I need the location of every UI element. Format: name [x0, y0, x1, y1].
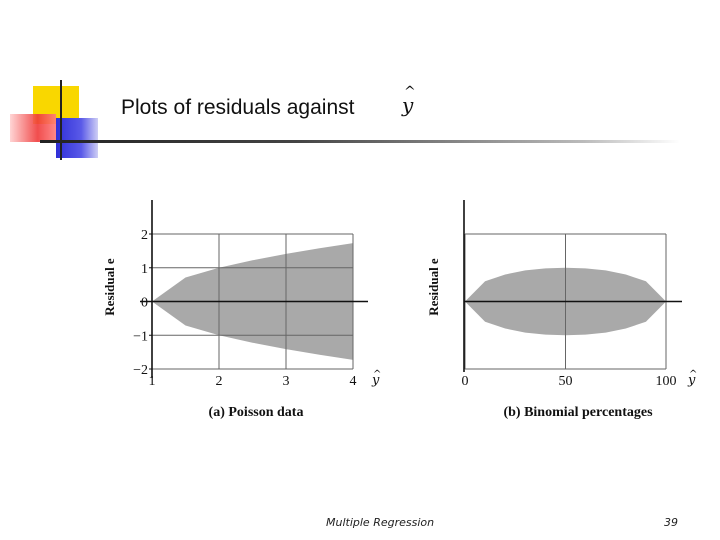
- panel-a-xtick-1: 1: [149, 374, 156, 389]
- deco-vertical-line: [60, 80, 62, 160]
- panel-a-ytick-2: 2: [141, 228, 148, 243]
- page-number: 39: [664, 516, 678, 529]
- panel-b-xtick-50: 50: [559, 374, 573, 389]
- panel-a-xlabel-hat: ^: [373, 369, 381, 380]
- panel-a-ytick-1: 1: [141, 262, 148, 277]
- panel-a-ytick--2: −2: [133, 363, 148, 378]
- slide-footer: Multiple Regression: [326, 516, 435, 529]
- panel-a-ytick-0: 0: [141, 296, 148, 311]
- panel-b-caption: (b) Binomial percentages: [503, 405, 653, 420]
- panel-a-ytick--1: −1: [133, 329, 148, 344]
- panel-b-xtick-100: 100: [656, 374, 677, 389]
- panel-a-xtick-4: 4: [350, 374, 357, 389]
- panel-a-xtick-3: 3: [283, 374, 290, 389]
- panel-a-caption: (a) Poisson data: [209, 405, 304, 420]
- slide-title: Plots of residuals against: [121, 96, 355, 119]
- deco-blue-square: [56, 118, 98, 158]
- panel-b-ylabel: Residual e: [426, 258, 441, 316]
- title-hat-symbol: ^: [404, 84, 416, 100]
- panel-b-xtick-0: 0: [462, 374, 469, 389]
- deco-red-square: [10, 114, 56, 142]
- panel-b-xlabel-var: y: [687, 373, 696, 388]
- title-variable: y: [402, 93, 414, 117]
- panel-a-ylabel: Residual e: [102, 258, 117, 316]
- panel-b-xlabel-hat: ^: [689, 369, 697, 380]
- panel-a-xtick-2: 2: [216, 374, 223, 389]
- panel-a-xlabel-var: y: [371, 373, 380, 388]
- title-underline: [40, 140, 680, 143]
